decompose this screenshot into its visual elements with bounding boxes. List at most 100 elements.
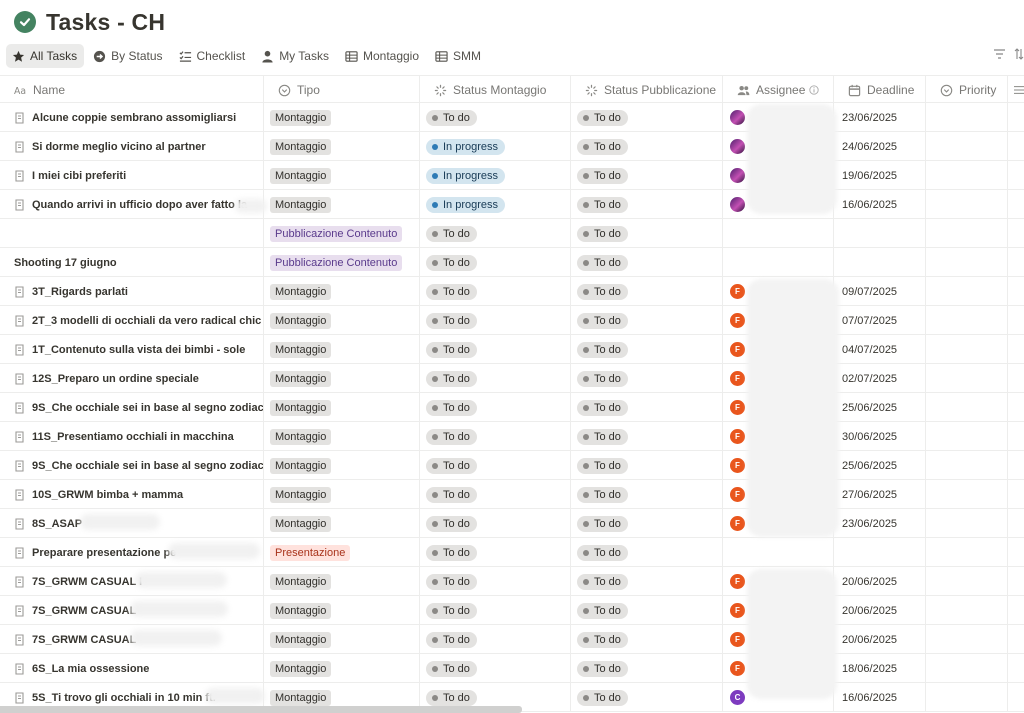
cell-deadline[interactable]: 20/06/2025 (834, 596, 926, 625)
table-row[interactable]: Si dorme meglio vicino al partner Montagg… (0, 132, 1024, 161)
cell-status-montaggio[interactable]: To do (420, 277, 571, 306)
cell-deadline[interactable]: 02/07/2025 (834, 364, 926, 393)
cell-tipo[interactable]: Montaggio (264, 364, 420, 393)
cell-status-montaggio[interactable]: To do (420, 393, 571, 422)
avatar[interactable]: F (730, 400, 745, 415)
tab-smm[interactable]: SMM (429, 44, 488, 68)
cell-priority[interactable] (926, 306, 1008, 335)
cell-priority[interactable] (926, 219, 1008, 248)
status-pill[interactable]: To do (426, 544, 477, 561)
sort-icon[interactable] (1014, 48, 1024, 60)
status-pill[interactable]: In progress (426, 138, 506, 155)
cell-status-montaggio[interactable]: To do (420, 306, 571, 335)
status-pill[interactable]: To do (577, 631, 628, 648)
cell-assignee[interactable]: C (723, 683, 834, 712)
status-pill[interactable]: To do (577, 573, 628, 590)
avatar[interactable]: F (730, 371, 745, 386)
table-row[interactable]: I miei cibi preferiti Montaggio In progres… (0, 161, 1024, 190)
cell-status-pubblicazione[interactable]: To do (571, 567, 723, 596)
cell-deadline[interactable] (834, 538, 926, 567)
cell-name[interactable]: 9S_Che occhiale sei in base al segno zod… (0, 393, 264, 422)
cell-tipo[interactable]: Montaggio (264, 451, 420, 480)
cell-name[interactable]: 9S_Che occhiale sei in base al segno zod… (0, 451, 264, 480)
cell-status-montaggio[interactable]: In progress (420, 190, 571, 219)
avatar[interactable]: F (730, 632, 745, 647)
cell-tipo[interactable]: Montaggio (264, 132, 420, 161)
cell-status-pubblicazione[interactable]: To do (571, 422, 723, 451)
cell-status-pubblicazione[interactable]: To do (571, 190, 723, 219)
table-row[interactable]: 7S_GRWM CASUAL Montaggio To do To do F 20/06/… (0, 625, 1024, 654)
cell-status-montaggio[interactable]: To do (420, 509, 571, 538)
table-row[interactable]: Shooting 17 giugno Pubblicazione Contenut… (0, 248, 1024, 277)
cell-name[interactable]: 6S_La mia ossessione (0, 654, 264, 683)
cell-tipo[interactable]: Pubblicazione Contenuto (264, 219, 420, 248)
status-pill[interactable]: To do (426, 370, 477, 387)
avatar[interactable] (730, 197, 745, 212)
cell-priority[interactable] (926, 277, 1008, 306)
cell-priority[interactable] (926, 451, 1008, 480)
info-icon[interactable] (809, 85, 820, 95)
column-header-deadline[interactable]: Deadline (834, 76, 926, 104)
cell-status-pubblicazione[interactable]: To do (571, 277, 723, 306)
table-row[interactable]: 8S_ASAP Montaggio To do To do F 23/06/2025 (0, 509, 1024, 538)
table-row[interactable]: Preparare presentazione pe Presentazione T… (0, 538, 1024, 567)
table-row[interactable]: 1T_Contenuto sulla vista dei bimbi - sol… (0, 335, 1024, 364)
table-row[interactable]: 7S_GRWM CASUAL Montaggio To do To do F 20/06/… (0, 596, 1024, 625)
cell-deadline[interactable]: 30/06/2025 (834, 422, 926, 451)
cell-name[interactable]: Alcune coppie sembrano assomigliarsi (0, 103, 264, 132)
status-pill[interactable]: To do (426, 457, 477, 474)
status-pill[interactable]: To do (426, 109, 477, 126)
column-header-tipo[interactable]: Tipo (264, 76, 420, 104)
cell-status-montaggio[interactable]: To do (420, 596, 571, 625)
status-pill[interactable]: To do (426, 428, 477, 445)
cell-deadline[interactable]: 20/06/2025 (834, 625, 926, 654)
cell-priority[interactable] (926, 103, 1008, 132)
avatar[interactable]: F (730, 284, 745, 299)
tab-my-tasks[interactable]: My Tasks (255, 44, 336, 68)
cell-tipo[interactable]: Montaggio (264, 190, 420, 219)
cell-tipo[interactable]: Presentazione (264, 538, 420, 567)
cell-priority[interactable] (926, 393, 1008, 422)
cell-priority[interactable] (926, 625, 1008, 654)
cell-status-montaggio[interactable]: To do (420, 219, 571, 248)
cell-name[interactable]: 12S_Preparo un ordine speciale (0, 364, 264, 393)
status-pill[interactable]: To do (426, 631, 477, 648)
cell-status-montaggio[interactable]: To do (420, 567, 571, 596)
cell-priority[interactable] (926, 364, 1008, 393)
table-row[interactable]: 3T_Rigards parlati Montaggio To do To do F 09… (0, 277, 1024, 306)
status-pill[interactable]: To do (577, 544, 628, 561)
cell-priority[interactable] (926, 480, 1008, 509)
cell-name[interactable]: 8S_ASAP (0, 509, 264, 538)
avatar[interactable] (730, 110, 745, 125)
status-pill[interactable]: To do (577, 225, 628, 242)
cell-status-pubblicazione[interactable]: To do (571, 248, 723, 277)
status-pill[interactable]: To do (577, 515, 628, 532)
status-pill[interactable]: To do (426, 312, 477, 329)
cell-status-pubblicazione[interactable]: To do (571, 132, 723, 161)
cell-deadline[interactable]: 24/06/2025 (834, 132, 926, 161)
status-pill[interactable]: To do (577, 602, 628, 619)
cell-name[interactable]: 7S_GRWM CASUAL (0, 625, 264, 654)
cell-tipo[interactable]: Montaggio (264, 103, 420, 132)
status-pill[interactable]: To do (577, 312, 628, 329)
status-pill[interactable]: To do (426, 225, 477, 242)
cell-status-pubblicazione[interactable]: To do (571, 538, 723, 567)
status-pill[interactable]: To do (426, 341, 477, 358)
cell-status-montaggio[interactable]: To do (420, 103, 571, 132)
table-row[interactable]: 6S_La mia ossessione Montaggio To do To do F… (0, 654, 1024, 683)
status-pill[interactable]: To do (577, 486, 628, 503)
cell-tipo[interactable]: Montaggio (264, 335, 420, 364)
table-row[interactable]: 12S_Preparo un ordine speciale Montaggio T… (0, 364, 1024, 393)
cell-tipo[interactable]: Montaggio (264, 625, 420, 654)
cell-tipo[interactable]: Pubblicazione Contenuto (264, 248, 420, 277)
column-header-priority[interactable]: Priority (926, 76, 1008, 104)
cell-name[interactable]: 1T_Contenuto sulla vista dei bimbi - sol… (0, 335, 264, 364)
avatar[interactable] (730, 168, 745, 183)
cell-tipo[interactable]: Montaggio (264, 567, 420, 596)
tab-montaggio[interactable]: Montaggio (339, 44, 426, 68)
table-row[interactable]: Alcune coppie sembrano assomigliarsi Mont… (0, 103, 1024, 132)
cell-status-montaggio[interactable]: In progress (420, 132, 571, 161)
cell-status-montaggio[interactable]: To do (420, 335, 571, 364)
table-row[interactable]: 2T_3 modelli di occhiali da vero radical… (0, 306, 1024, 335)
column-header-status-montaggio[interactable]: Status Montaggio (420, 76, 571, 104)
